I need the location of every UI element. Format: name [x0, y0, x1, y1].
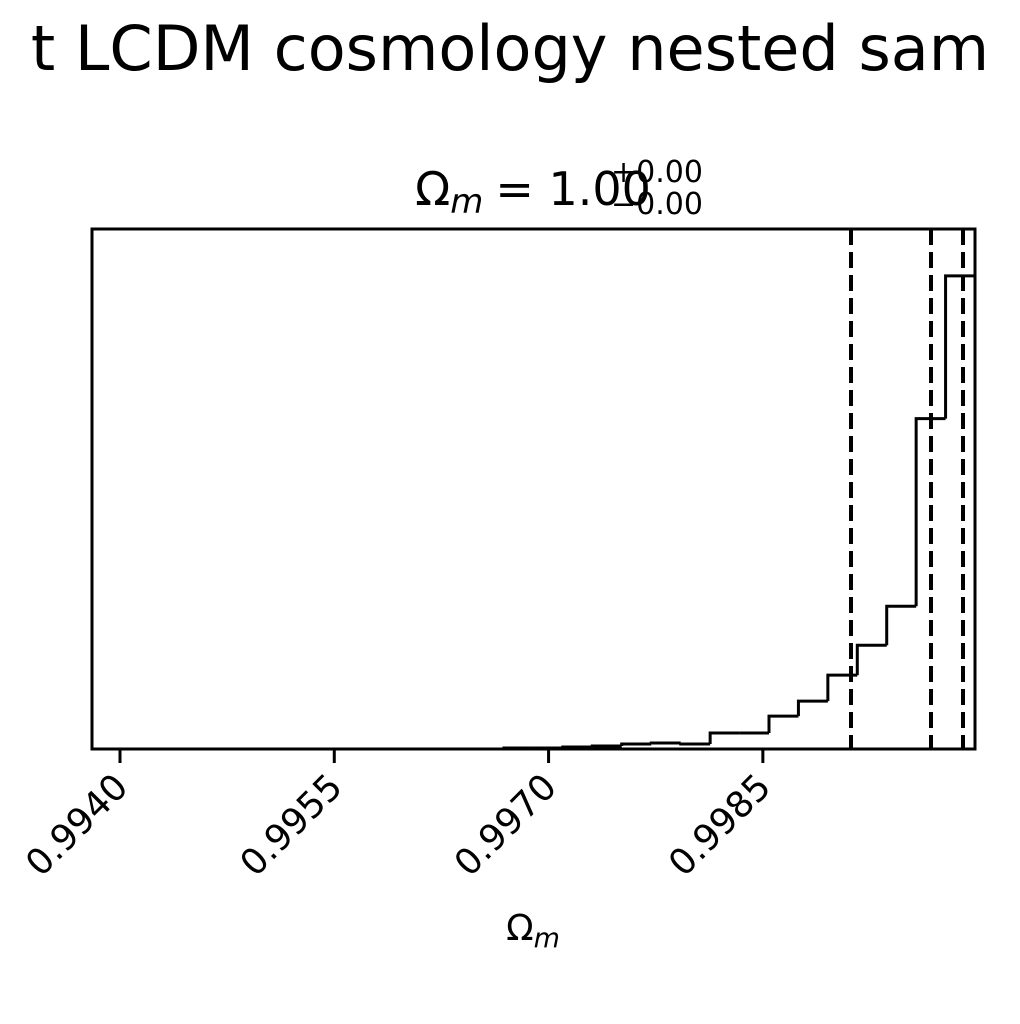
symbol: Ω: [506, 908, 534, 949]
plot-frame: [90, 227, 977, 751]
histogram-step: [826, 673, 858, 702]
histogram-step: [679, 742, 711, 746]
x-tick-label: 0.9985: [661, 766, 779, 884]
subscript: m: [450, 182, 483, 222]
value: = 1.00: [495, 162, 651, 216]
histogram-step: [914, 417, 946, 607]
x-tick-label: 0.9970: [447, 766, 565, 884]
histogram-step: [649, 741, 681, 745]
symbol: Ω: [415, 162, 450, 216]
histogram-step: [944, 274, 977, 749]
histogram-step: [590, 744, 622, 748]
x-tick-label: 0.9940: [18, 766, 136, 884]
upper-error: +0.00: [611, 155, 703, 190]
histogram-step: [708, 731, 740, 745]
histogram-step: [767, 714, 799, 734]
histogram-step: [620, 742, 652, 747]
panel-title: Ωm = 1.00: [415, 162, 651, 222]
chart-title: t LCDM cosmology nested sam: [31, 12, 989, 85]
x-tick-label: 0.9955: [233, 766, 351, 884]
histogram-step: [855, 643, 887, 676]
histogram-step: [885, 604, 917, 646]
x-axis-label: Ωm: [506, 908, 560, 954]
lower-error: −0.00: [611, 187, 703, 222]
histogram-step: [796, 699, 828, 717]
subscript: m: [534, 923, 560, 954]
